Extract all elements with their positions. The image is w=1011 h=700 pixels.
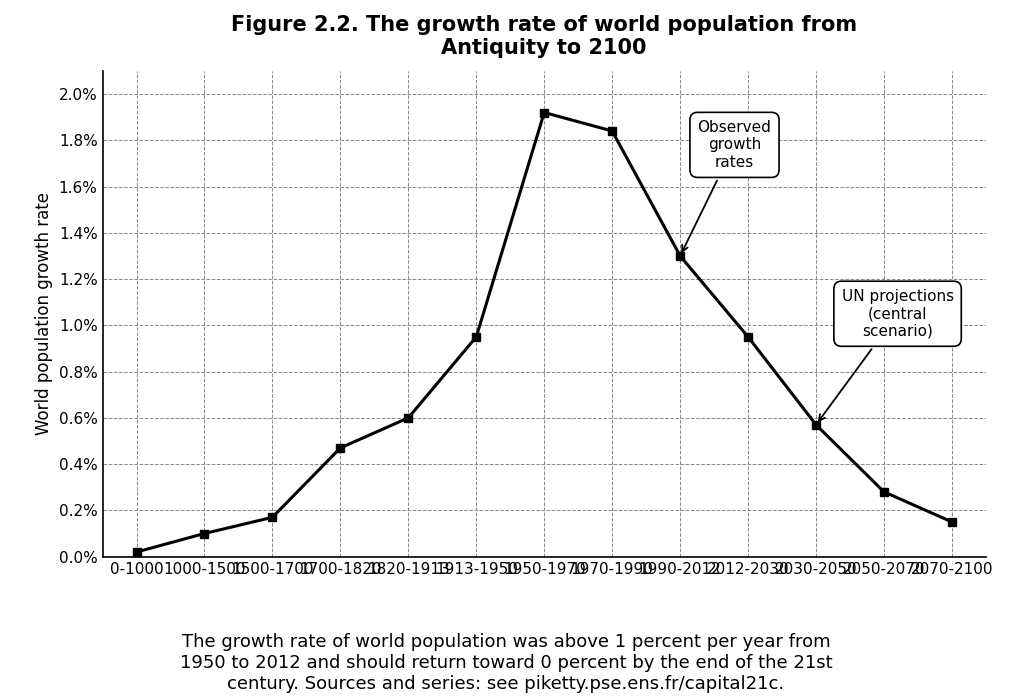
Title: Figure 2.2. The growth rate of world population from
Antiquity to 2100: Figure 2.2. The growth rate of world pop… bbox=[231, 15, 856, 58]
Text: Observed
growth
rates: Observed growth rates bbox=[681, 120, 770, 251]
Text: UN projections
(central
scenario): UN projections (central scenario) bbox=[818, 289, 952, 421]
Text: The growth rate of world population was above 1 percent per year from
1950 to 20: The growth rate of world population was … bbox=[180, 634, 831, 693]
Y-axis label: World population growth rate: World population growth rate bbox=[35, 193, 54, 435]
